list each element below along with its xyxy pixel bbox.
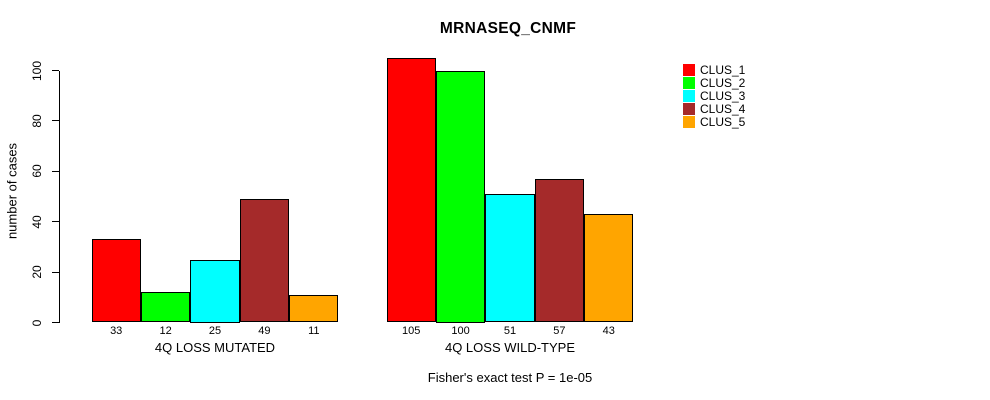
bar-value-label: 49: [258, 325, 271, 337]
bar-value-label: 33: [110, 325, 123, 337]
bar-value-label: 100: [451, 325, 470, 337]
bar-CLUS_2: [435, 70, 486, 323]
x-group-label: 4Q LOSS WILD-TYPE: [444, 340, 576, 355]
legend-item: CLUS_4: [683, 102, 745, 115]
legend: CLUS_1 CLUS_2 CLUS_3 CLUS_4 CLUS_5: [683, 64, 745, 128]
bar-value-label: 105: [402, 325, 421, 337]
y-tick-label: 40: [30, 215, 44, 229]
y-tick-label: 100: [30, 60, 44, 81]
bar-value-label: 25: [208, 325, 222, 337]
y-tick-label: 0: [30, 319, 44, 326]
bar-CLUS_5: [584, 214, 634, 323]
x-group-label: 4Q LOSS MUTATED: [154, 340, 276, 355]
chart-title: MRNASEQ_CNMF: [439, 20, 577, 37]
legend-item: CLUS_1: [683, 64, 745, 77]
legend-label: CLUS_4: [700, 101, 746, 116]
y-tick-mark: [52, 70, 59, 71]
y-tick-label: 20: [30, 265, 44, 279]
bar-value-label: 51: [503, 325, 517, 337]
bar-value-label: 57: [553, 325, 566, 337]
legend-label: CLUS_5: [700, 114, 746, 129]
legend-swatch: [683, 77, 695, 90]
legend-item: CLUS_5: [683, 115, 745, 128]
y-tick-mark: [52, 170, 59, 172]
bar-CLUS_3: [190, 259, 240, 323]
bar-CLUS_3: [485, 193, 535, 323]
bar-value-label: 12: [159, 325, 172, 337]
legend-label: CLUS_1: [700, 63, 746, 78]
y-tick-mark: [52, 120, 59, 122]
legend-swatch: [683, 115, 695, 128]
legend-item: CLUS_3: [683, 88, 746, 103]
bar-value-label: 43: [602, 325, 615, 337]
bar-CLUS_1: [386, 57, 436, 323]
bar-CLUS_5: [289, 294, 339, 323]
legend-swatch: [683, 64, 695, 77]
bar-value-label: 11: [308, 325, 320, 337]
y-tick-mark: [52, 221, 59, 223]
fisher-test-note: Fisher's exact test P = 1e-05: [427, 370, 593, 385]
y-axis-label: number of cases: [4, 142, 20, 240]
legend-swatch: [683, 102, 695, 115]
y-tick-mark: [52, 271, 59, 273]
y-axis-line: [59, 70, 60, 323]
legend-label: CLUS_3: [700, 88, 746, 103]
bar-CLUS_1: [91, 239, 141, 323]
y-tick-label: 60: [30, 164, 44, 178]
y-tick-mark: [52, 322, 59, 323]
legend-swatch: [683, 89, 695, 102]
bar-CLUS_4: [239, 199, 290, 323]
bar-CLUS_2: [140, 292, 191, 323]
legend-item: CLUS_2: [683, 77, 745, 90]
y-tick-label: 80: [30, 114, 44, 128]
bar-CLUS_4: [534, 178, 585, 323]
legend-label: CLUS_2: [700, 76, 746, 91]
